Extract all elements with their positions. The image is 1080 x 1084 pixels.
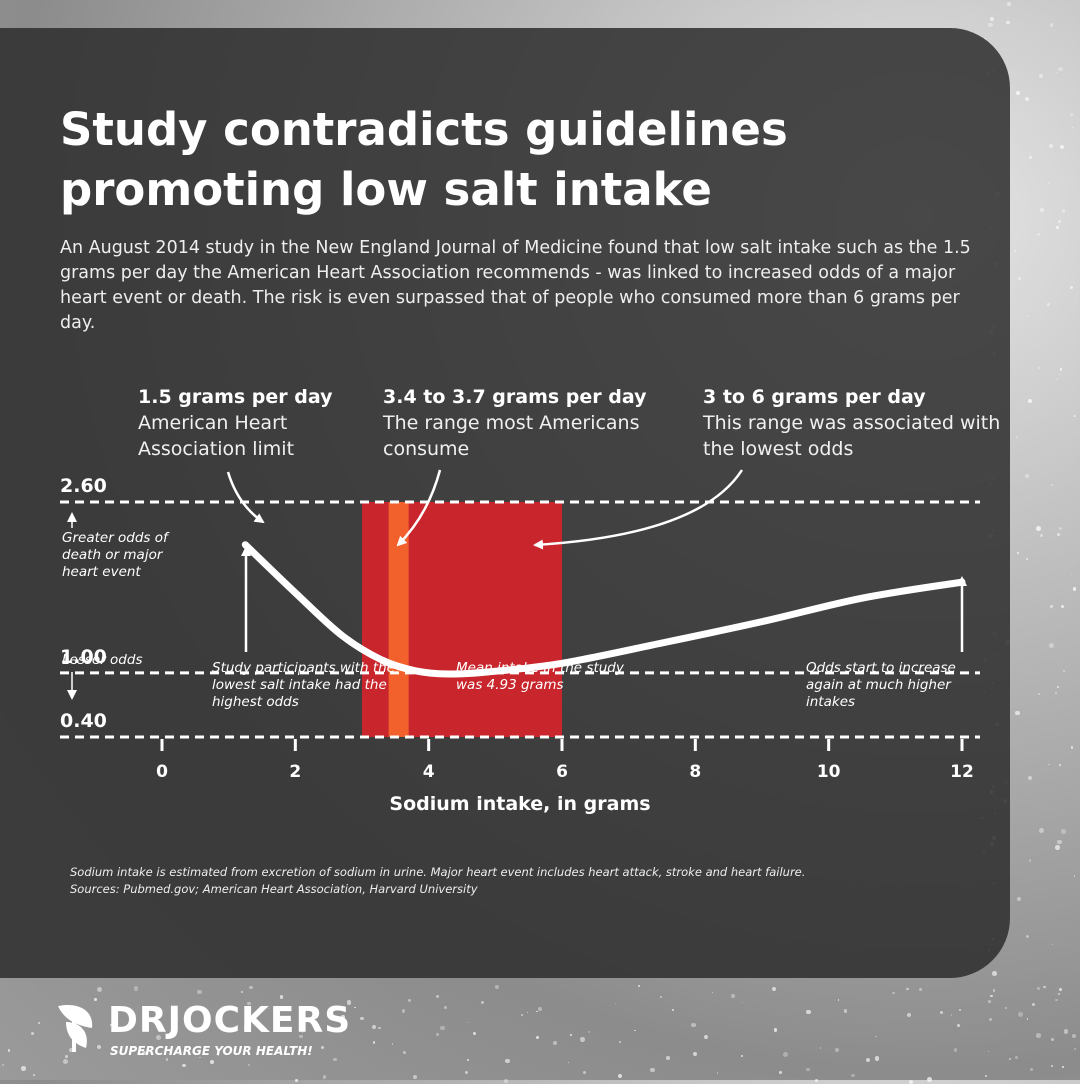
y-tick-label: 0.40 — [60, 710, 107, 732]
callout-typical-range: 3.4 to 3.7 grams per day The range most … — [383, 384, 673, 462]
leaf-logo-icon — [58, 1004, 93, 1052]
brand-name: DRJOCKERS — [108, 1000, 352, 1041]
callout-aha-body: American Heart Association limit — [138, 412, 295, 460]
x-tick-label: 10 — [817, 762, 841, 782]
y-tick-label: 1.00 — [60, 646, 107, 668]
callout-aha-head: 1.5 grams per day — [138, 386, 333, 408]
note-odds-increase: Odds start to increase again at much hig… — [806, 660, 956, 710]
intro-text: An August 2014 study in the New England … — [60, 238, 971, 333]
x-tick-label: 6 — [556, 762, 568, 782]
x-tick-label: 8 — [689, 762, 701, 782]
footnote-method: Sodium intake is estimated from excretio… — [70, 865, 806, 879]
y-note-greater: Greater odds of death or major heart eve… — [62, 530, 168, 580]
x-axis-label: Sodium intake, in grams — [389, 793, 650, 815]
footnote: Sodium intake is estimated from excretio… — [70, 864, 970, 898]
y-tick-label: 2.60 — [60, 475, 107, 497]
band-typical-intake — [388, 502, 409, 737]
callout-typical-body: The range most Americans consume — [383, 412, 640, 460]
callout-lowest-head: 3 to 6 grams per day — [703, 386, 926, 408]
callout-lowest-odds: 3 to 6 grams per day This range was asso… — [703, 384, 1003, 462]
footnote-sources: Sources: Pubmed.gov; American Heart Asso… — [70, 882, 478, 896]
note-mean-intake: Mean intake in the study was 4.93 grams — [456, 660, 624, 693]
x-tick-label: 12 — [950, 762, 974, 782]
brand-logo: DRJOCKERS SUPERCHARGE YOUR HEALTH! — [48, 1000, 350, 1060]
y-note-lesser: Lesser odds — [62, 652, 143, 668]
x-tick-label: 2 — [289, 762, 301, 782]
page-title: Study contradicts guidelines promoting l… — [60, 103, 788, 216]
arrow-lowest-odds — [533, 469, 744, 550]
x-tick-label: 0 — [156, 762, 168, 782]
callout-typical-head: 3.4 to 3.7 grams per day — [383, 386, 647, 408]
arrow-typical-range — [396, 469, 442, 547]
note-lowest-intake: Study participants with the lowest salt … — [212, 660, 395, 710]
odds-curve — [241, 541, 966, 678]
x-tick-label: 4 — [423, 762, 435, 782]
arrow-aha-limit — [226, 471, 265, 524]
brand-tagline: SUPERCHARGE YOUR HEALTH! — [110, 1044, 313, 1058]
callout-aha-limit: 1.5 grams per day American Heart Associa… — [138, 384, 358, 462]
callout-lowest-body: This range was associated with the lowes… — [703, 412, 1001, 460]
